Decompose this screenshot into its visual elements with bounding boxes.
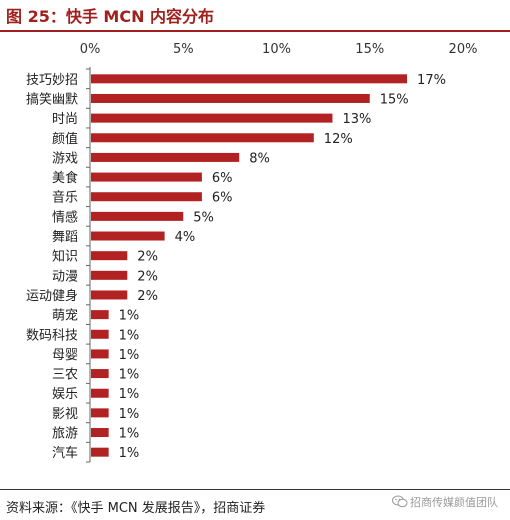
watermark: 招商传媒颜值团队 [392, 494, 498, 511]
bar [91, 251, 128, 261]
x-tick-label: 20% [449, 42, 478, 57]
data-label: 5% [193, 210, 214, 225]
bar [91, 113, 333, 123]
bar [91, 329, 109, 339]
bar [91, 74, 408, 84]
bar [91, 408, 109, 418]
category-label: 运动健身 [26, 288, 78, 304]
category-label: 时尚 [52, 112, 78, 127]
bar-chart: 0% 5% 10% 15% 20% 技巧妙招 17% 搞笑幽默 15% 时尚 13% 颜值 12% 游戏 8… [26, 42, 478, 463]
data-label: 2% [137, 289, 158, 304]
category-label: 母婴 [52, 348, 78, 363]
x-tick-label: 10% [262, 42, 291, 57]
bar [91, 93, 370, 103]
figure-title: 图 25：快手 MCN 内容分布 [6, 7, 215, 26]
category-label: 旅游 [52, 427, 78, 442]
category-label: 音乐 [52, 190, 78, 206]
category-label: 颜值 [52, 131, 78, 147]
data-label: 2% [137, 250, 158, 265]
bar [91, 192, 202, 202]
category-label: 动漫 [52, 269, 78, 284]
bar [91, 172, 202, 182]
data-label: 1% [119, 387, 140, 402]
data-label: 15% [380, 92, 409, 107]
bar [91, 290, 128, 300]
bar [91, 428, 109, 438]
title-bar: 图 25：快手 MCN 内容分布 [0, 0, 510, 32]
bar [91, 388, 109, 398]
bar [91, 349, 109, 359]
data-label: 1% [119, 368, 140, 383]
category-label: 娱乐 [52, 387, 78, 402]
bar [91, 310, 109, 320]
category-label: 美食 [52, 170, 78, 186]
bar [91, 133, 314, 143]
data-label: 4% [175, 230, 196, 245]
category-label: 技巧妙招 [26, 73, 78, 88]
x-tick-label: 15% [355, 42, 384, 57]
category-label: 萌宠 [52, 308, 78, 324]
data-label: 1% [119, 328, 140, 343]
category-label: 数码科技 [26, 328, 78, 343]
category-label: 搞笑幽默 [26, 91, 78, 107]
category-label: 游戏 [52, 151, 78, 166]
bar [91, 152, 240, 162]
data-label: 1% [119, 407, 140, 422]
data-label: 1% [119, 309, 140, 324]
data-label: 2% [137, 269, 158, 284]
watermark-text: 招商传媒颜值团队 [410, 496, 498, 509]
title-divider [0, 30, 510, 32]
bar [91, 369, 109, 379]
bar [91, 211, 184, 221]
bar [91, 231, 165, 241]
category-label: 汽车 [52, 445, 78, 461]
data-label: 6% [212, 191, 233, 206]
data-label: 1% [119, 348, 140, 363]
bar [91, 447, 109, 457]
category-label: 影视 [52, 407, 78, 422]
category-label: 舞蹈 [52, 230, 78, 245]
data-label: 13% [342, 112, 371, 127]
data-label: 1% [119, 446, 140, 461]
source-note: 资料来源：《快手 MCN 发展报告》，招商证券 [6, 501, 266, 516]
data-label: 1% [119, 427, 140, 442]
category-label: 知识 [52, 249, 78, 265]
category-label: 三农 [52, 368, 78, 383]
data-label: 8% [249, 151, 270, 166]
data-label: 6% [212, 171, 233, 186]
x-tick-label: 0% [80, 42, 101, 57]
data-label: 12% [324, 132, 353, 147]
bar [91, 270, 128, 280]
wechat-icon [392, 495, 408, 511]
source-divider [0, 489, 510, 490]
x-tick-label: 5% [173, 42, 194, 57]
category-label: 情感 [52, 209, 78, 225]
data-label: 17% [417, 73, 446, 88]
